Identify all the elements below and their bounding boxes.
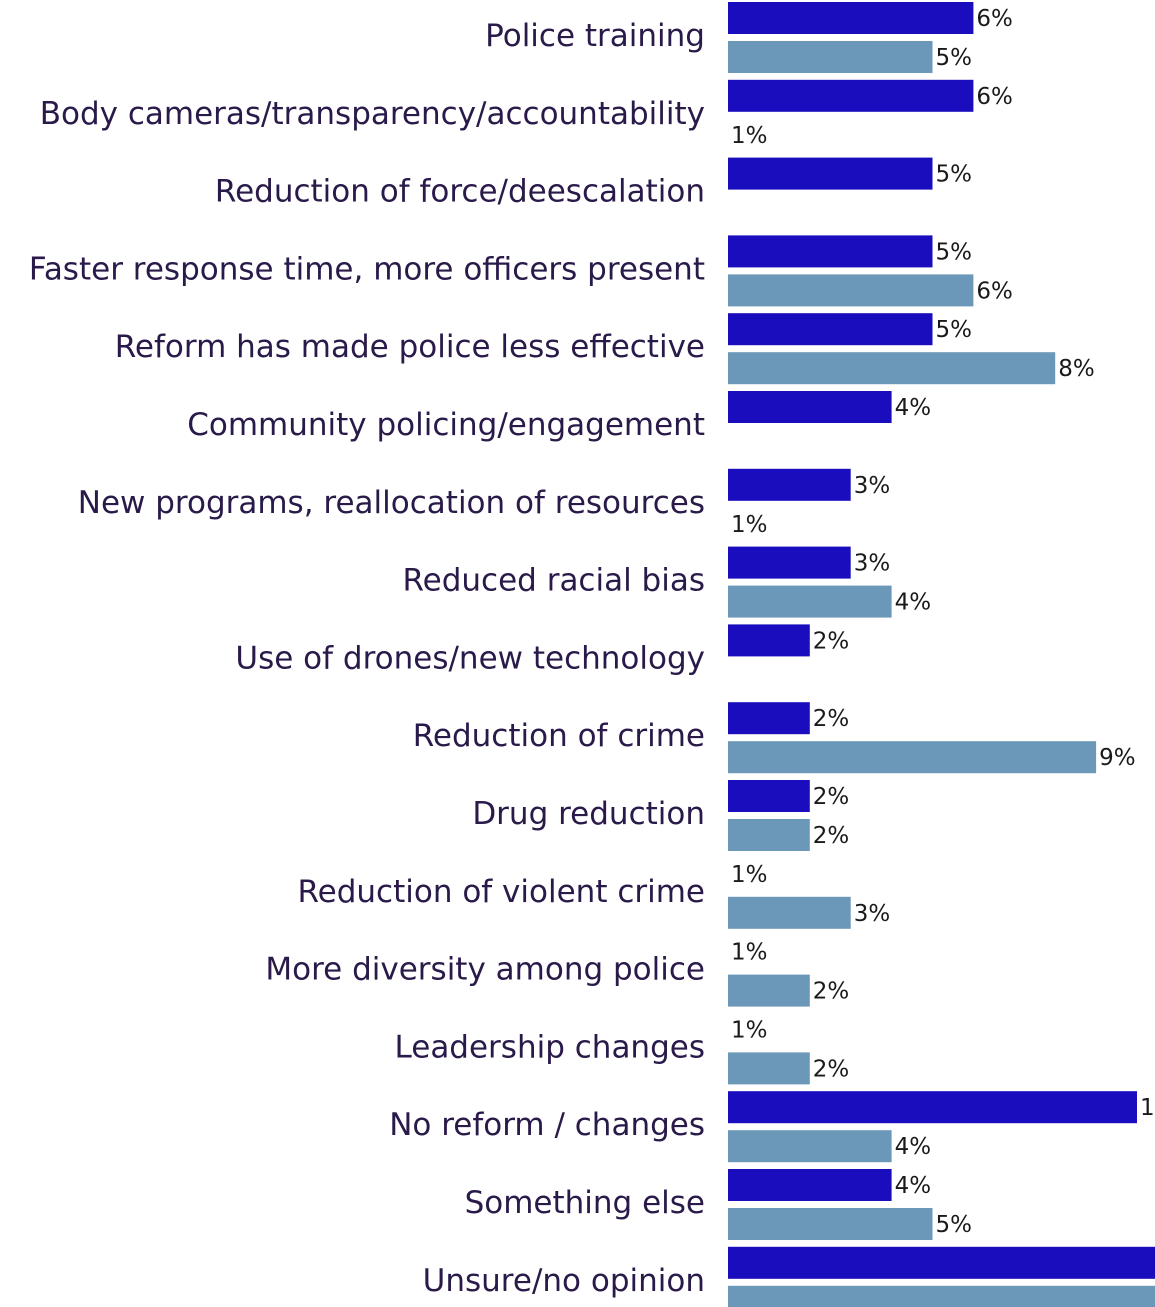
value-label: 2%: [813, 823, 850, 849]
bar-series-2: [728, 1208, 933, 1240]
value-label: 5%: [936, 45, 973, 71]
category-label: Community policing/engagement: [187, 407, 705, 443]
value-label: 1%: [731, 862, 768, 888]
category-label: Use of drones/new technology: [235, 640, 705, 676]
category-label: New programs, reallocation of resources: [78, 485, 705, 521]
value-label: 9%: [1099, 745, 1136, 771]
value-label: 1%: [731, 940, 768, 966]
value-label: 6%: [976, 6, 1013, 32]
value-label: 2%: [813, 1056, 850, 1082]
category-label: Body cameras/transparency/accountability: [40, 96, 705, 132]
category-label: Police training: [485, 18, 705, 54]
bar-series-2: [728, 274, 974, 307]
category-label: Reduced racial bias: [403, 563, 706, 599]
value-label: 1%: [731, 1017, 768, 1043]
bar-series-1: [728, 235, 933, 268]
category-label: No reform / changes: [389, 1107, 705, 1143]
value-label: 4%: [895, 1173, 932, 1199]
value-label: 5%: [936, 1212, 973, 1238]
category-label: Leadership changes: [395, 1029, 705, 1065]
value-label: 4%: [895, 590, 932, 616]
value-label: 1%: [731, 512, 768, 538]
value-label: 2%: [813, 706, 850, 732]
bar-series-2: [728, 352, 1056, 385]
bar-series-2: [728, 974, 810, 1007]
bar-series-2: [728, 1052, 810, 1085]
bar-series-2: [728, 1285, 1155, 1307]
bar-series-2: [728, 819, 810, 851]
bar-series-1: [728, 2, 974, 34]
value-label: 2%: [813, 784, 850, 810]
value-label: 4%: [895, 1134, 932, 1160]
value-label: 3%: [854, 473, 891, 499]
bar-series-1: [728, 546, 851, 579]
bar-series-2: [728, 896, 851, 929]
bar-series-2: [728, 585, 892, 618]
category-label: Reform has made police less effective: [115, 329, 705, 365]
category-label: Unsure/no opinion: [423, 1263, 705, 1299]
value-label: 2%: [813, 628, 850, 654]
value-label: 5%: [936, 239, 973, 265]
category-label: Faster response time, more officers pres…: [29, 251, 705, 287]
bar-series-1: [728, 1246, 1155, 1279]
category-label: More diversity among police: [265, 952, 705, 988]
bar-series-1: [728, 79, 974, 112]
value-label: 6%: [976, 278, 1013, 304]
value-label: 5%: [936, 317, 973, 343]
bar-series-1: [728, 313, 933, 346]
bar-series-1: [728, 1091, 1137, 1124]
category-label: Drug reduction: [472, 796, 705, 832]
category-label: Reduction of crime: [413, 718, 705, 754]
value-label: 6%: [976, 84, 1013, 110]
category-label: Reduction of force/deescalation: [215, 174, 705, 210]
bar-series-1: [728, 391, 892, 423]
value-label: 1%: [731, 123, 768, 149]
bar-series-1: [728, 157, 933, 190]
bar-series-1: [728, 702, 810, 735]
bar-series-1: [728, 780, 810, 812]
value-label: 2%: [813, 979, 850, 1005]
bar-series-2: [728, 741, 1097, 774]
bar-series-1: [728, 1169, 892, 1201]
category-label: Something else: [465, 1185, 705, 1221]
bar-series-2: [728, 41, 933, 73]
value-label: 5%: [936, 162, 973, 188]
value-label: 4%: [895, 395, 932, 421]
bar-series-2: [728, 1130, 892, 1163]
category-label: Reduction of violent crime: [298, 874, 706, 910]
value-label: 3%: [854, 551, 891, 577]
value-label: 3%: [854, 901, 891, 927]
value-label: 10%: [1140, 1095, 1155, 1121]
bar-series-1: [728, 468, 851, 501]
bar-series-1: [728, 624, 810, 657]
value-label: 8%: [1058, 356, 1095, 382]
